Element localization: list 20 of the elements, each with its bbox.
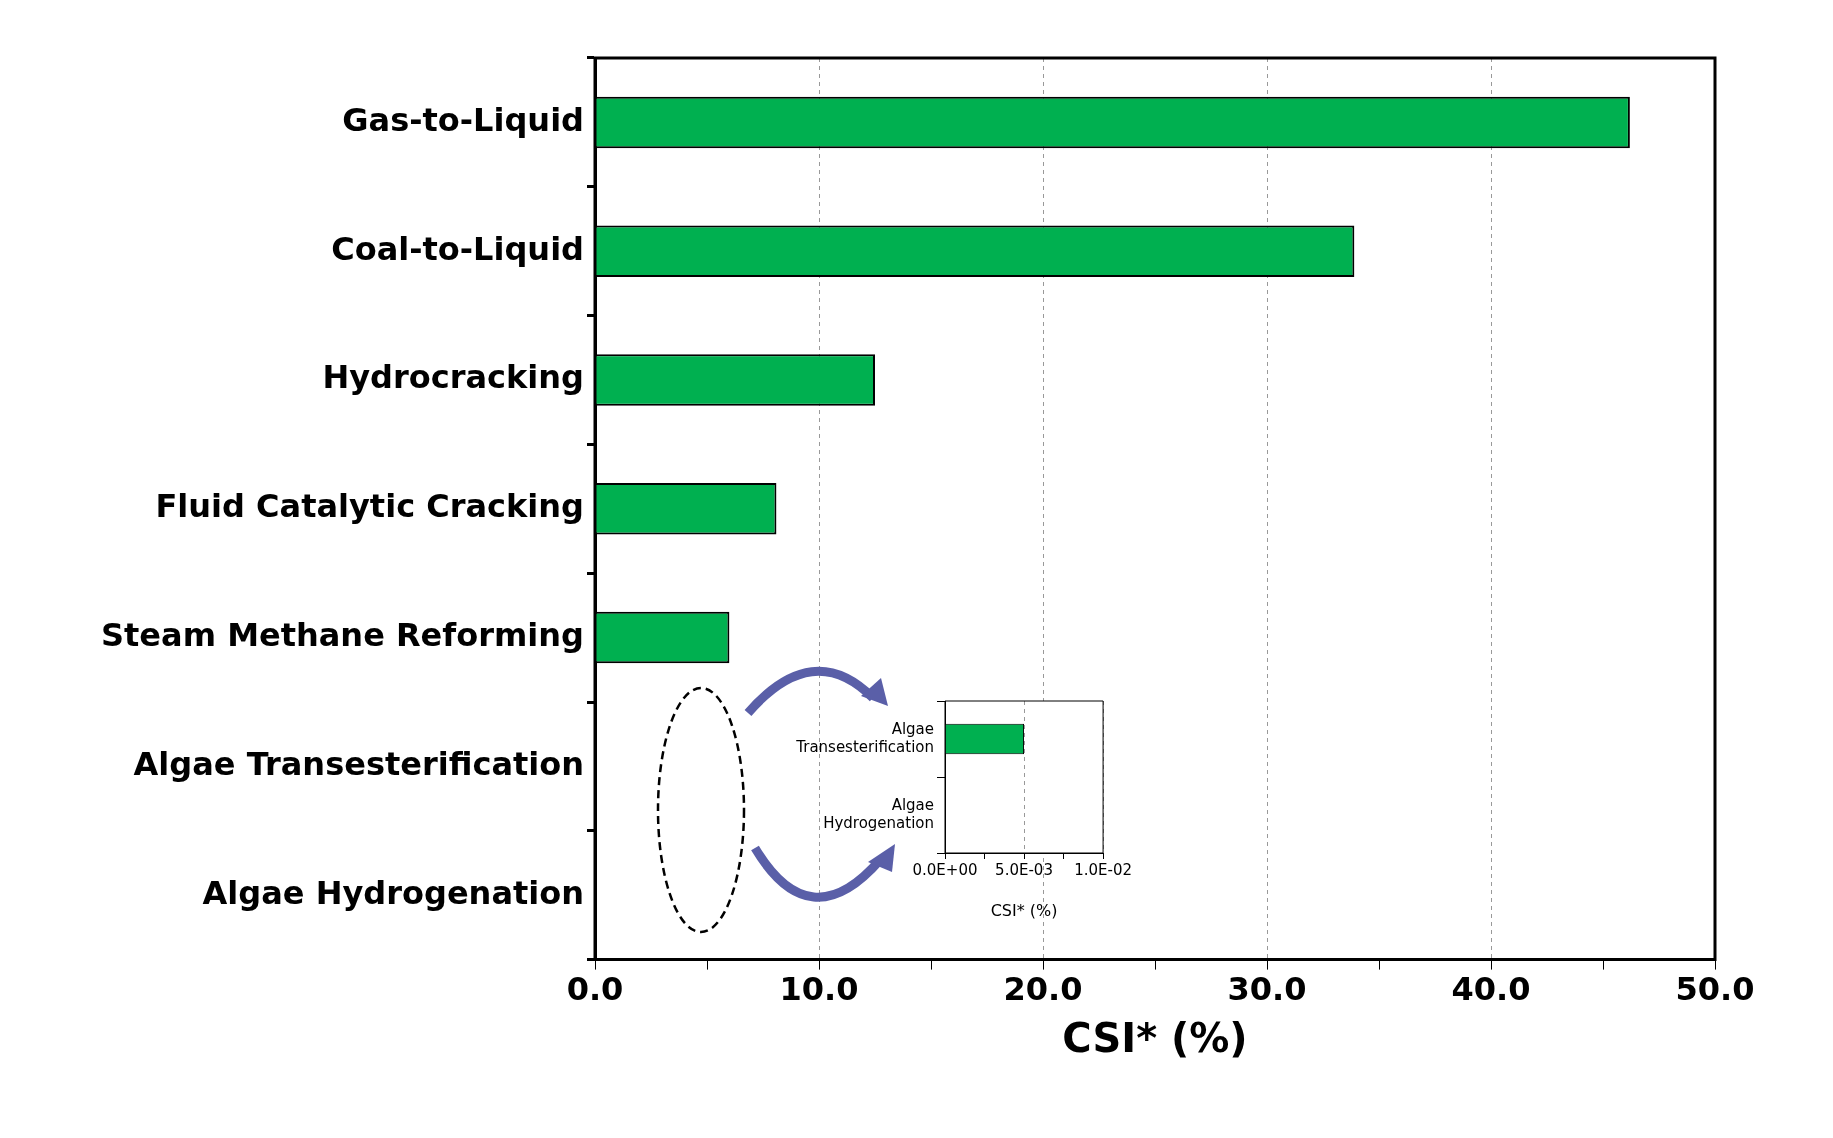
y-tick-label: Hydrocracking <box>322 358 584 397</box>
y-tick-label: Algae Hydrogenation <box>202 873 584 912</box>
y-tick-label: Algae Transesterification <box>133 744 584 783</box>
y-tick-label: Fluid Catalytic Cracking <box>155 487 584 526</box>
x-axis-title: CSI* (%) <box>1062 1015 1248 1062</box>
x-tick-label: 30.0 <box>1227 970 1307 1009</box>
x-tick-label: 20.0 <box>1003 970 1083 1009</box>
y-tick-label: Algae Transesterification <box>795 719 934 756</box>
x-tick-label: 1.0E-02 <box>1074 860 1133 879</box>
y-tick-label: Gas-to-Liquid <box>342 100 584 139</box>
x-tick-label: 10.0 <box>779 970 859 1009</box>
x-tick-label: 0.0 <box>566 970 624 1009</box>
y-tick-label: Algae Hydrogenation <box>823 795 934 832</box>
x-axis-title: CSI* (%) <box>990 900 1058 920</box>
x-tick-label: 50.0 <box>1675 970 1755 1009</box>
x-tick-label: 0.0E+00 <box>912 860 978 879</box>
y-tick-label: Steam Methane Reforming <box>101 615 584 654</box>
x-tick-label: 5.0E-03 <box>995 860 1053 879</box>
x-tick-label: 40.0 <box>1451 970 1531 1009</box>
y-tick-label: Coal-to-Liquid <box>331 229 584 268</box>
